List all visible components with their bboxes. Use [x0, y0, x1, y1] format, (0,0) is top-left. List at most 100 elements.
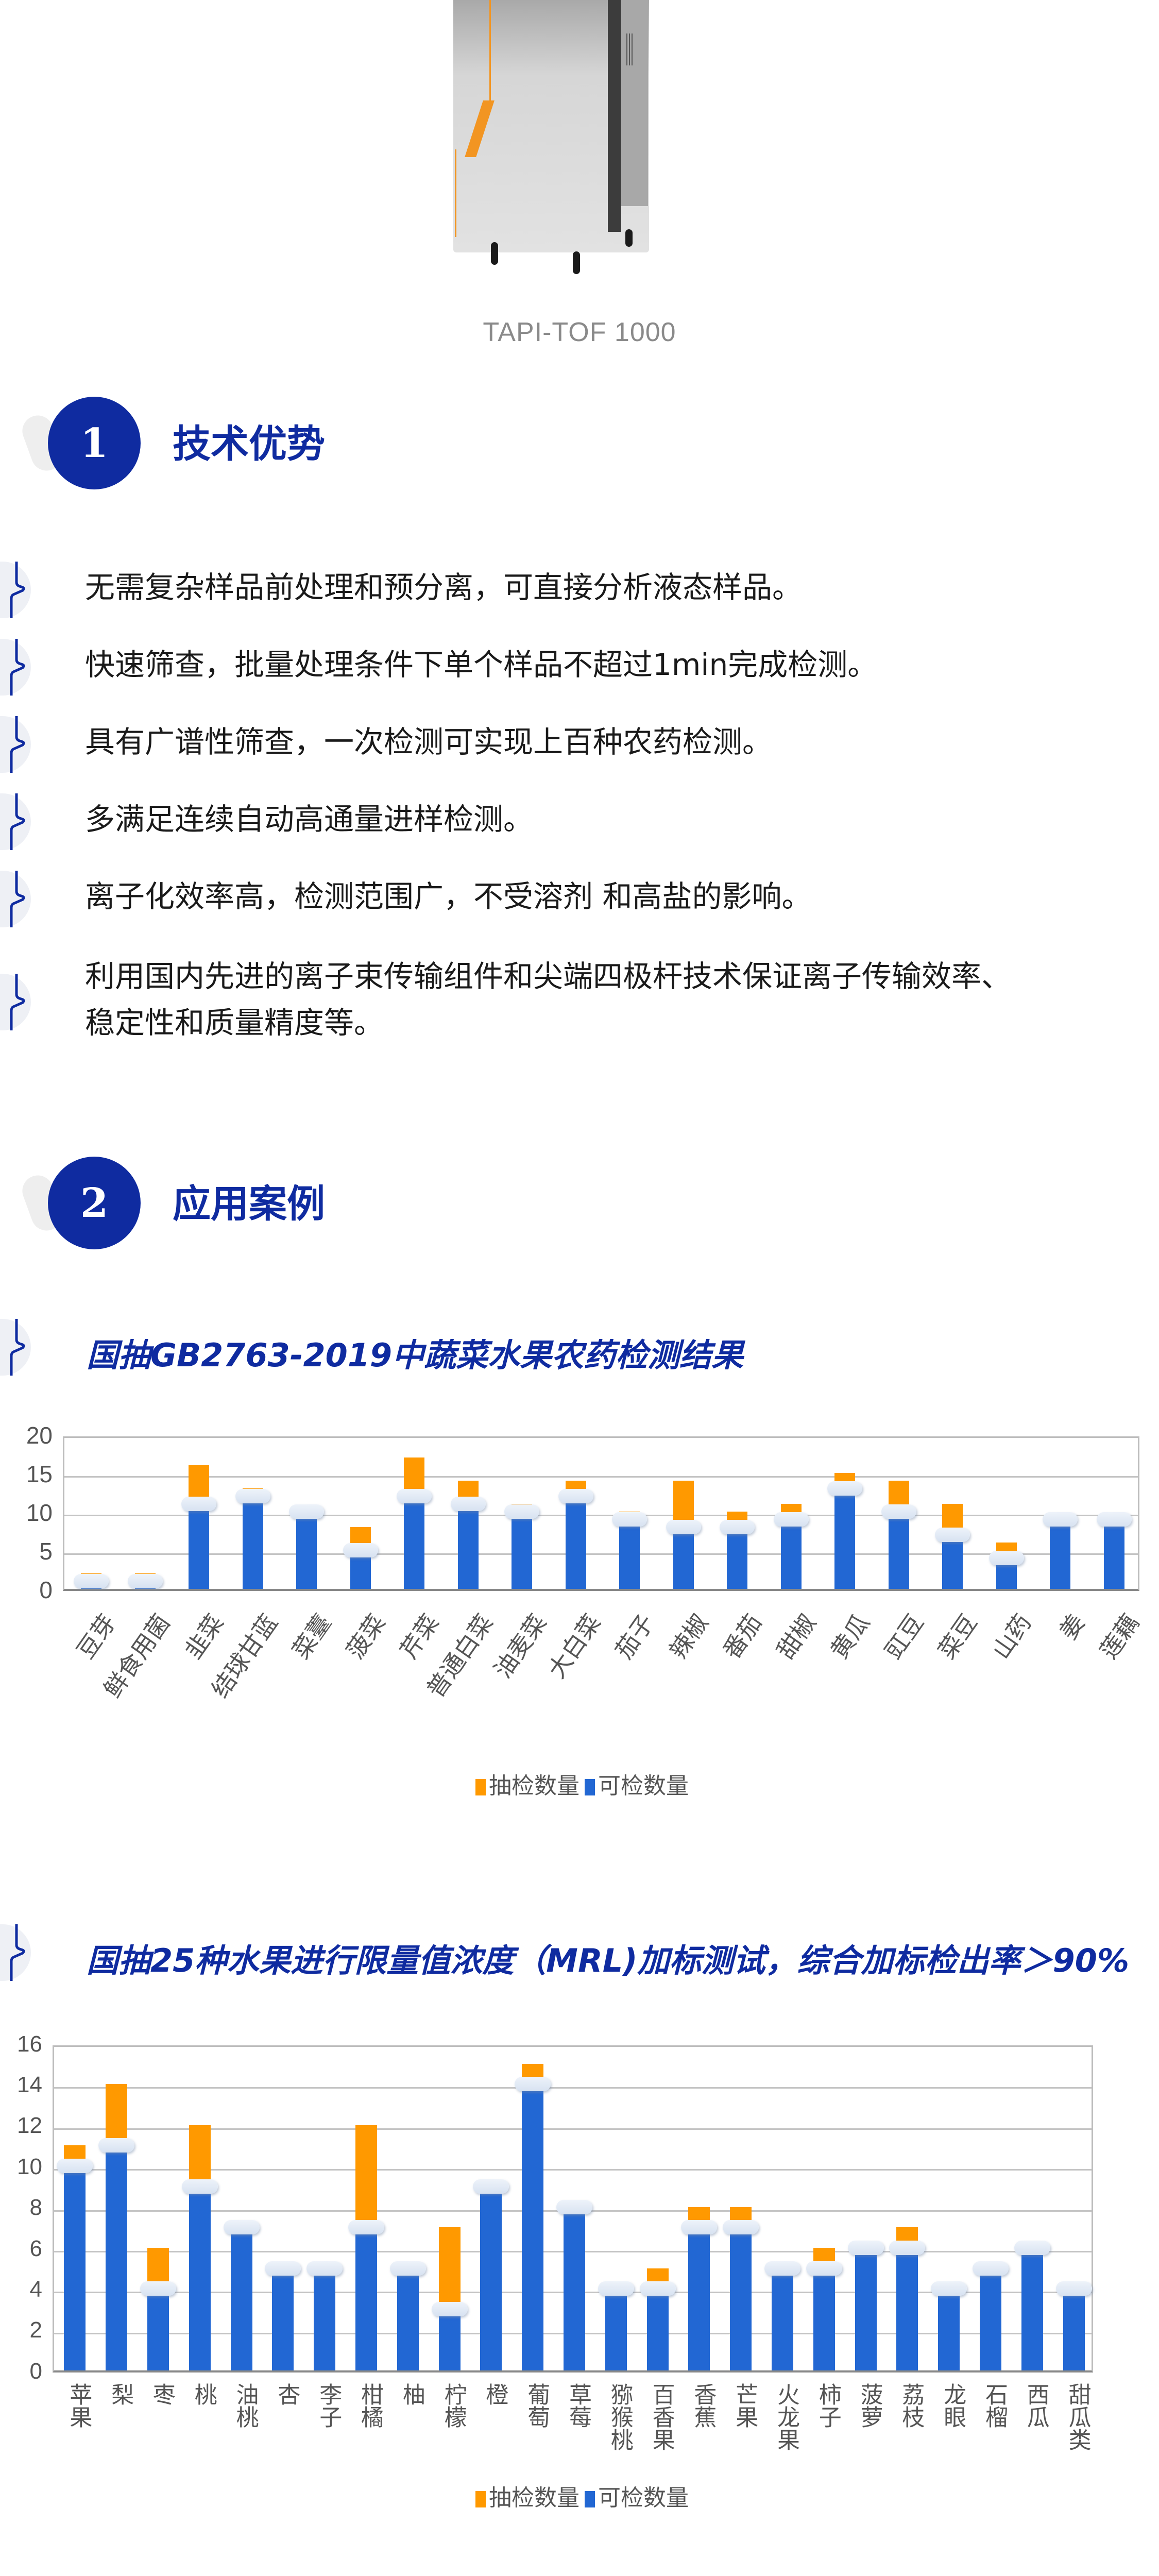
- bar-group: [806, 2043, 842, 2370]
- instrument-caption: TAPI-TOF 1000: [483, 317, 676, 347]
- wheel-icon: [491, 242, 498, 265]
- x-tick-label: 苹果: [65, 2383, 92, 2428]
- bar-group: [1055, 2043, 1092, 2370]
- bar-cap: [612, 1512, 647, 1527]
- bar-detectable: [314, 2268, 336, 2370]
- bar-cap: [1055, 2281, 1092, 2296]
- x-tick-label: 大白菜: [542, 1609, 606, 1684]
- x-tick-label: 甜瓜类: [1064, 2383, 1091, 2451]
- bar-group: [1043, 1434, 1078, 1589]
- bar-detectable: [189, 1504, 210, 1589]
- x-tick-label: 番茄: [717, 1609, 768, 1664]
- bar-group: [881, 1434, 916, 1589]
- bar-group: [306, 2043, 343, 2370]
- x-tick-label: 菜豆: [932, 1609, 983, 1664]
- bar-detectable: [355, 2227, 377, 2370]
- section-header-advantages: 1 技术优势: [0, 394, 1159, 497]
- bar-cap: [558, 1489, 593, 1503]
- wheel-icon: [573, 251, 580, 274]
- bar-cap: [1043, 1512, 1078, 1527]
- bar-cap: [473, 2179, 509, 2194]
- x-tick-label: 草莓: [565, 2383, 591, 2428]
- gridline: [54, 2087, 1092, 2089]
- bar-group: [720, 1434, 755, 1589]
- bar-group: [558, 1434, 593, 1589]
- bar-group: [127, 1434, 163, 1589]
- gridline: [64, 1476, 1138, 1478]
- vegetable-pesticide-chart: 0 5 10 15 20 豆芽 鲜食用菌 韭菜 结球甘蓝 菜薹 菠菜 芹菜 普通白菜 油麦菜 大白菜 茄子 辣椒…: [0, 1412, 1159, 1803]
- advantage-text: 快速筛查，批量处理条件下单个样品不超过1min完成检测。: [85, 647, 878, 682]
- bar-group: [639, 2043, 676, 2370]
- x-tick-label: 百香果: [648, 2383, 675, 2451]
- bar-cap: [397, 1489, 432, 1503]
- bar-group: [343, 1434, 378, 1589]
- bar-cap: [431, 2301, 468, 2316]
- x-tick-label: 豇豆: [879, 1609, 929, 1664]
- bracket-icon: [0, 1924, 41, 1981]
- fruit-mrl-chart: 0 2 4 6 8 10 12 14 16 苹果梨枣桃油桃杏李子 柑橘柚柠檬橙葡萄 草莓 猕猴桃 百香果香…: [0, 2030, 1159, 2519]
- x-tick-label: 辣椒: [663, 1609, 714, 1664]
- bracket-icon: [0, 974, 41, 1030]
- bar-cap: [881, 1504, 916, 1519]
- legend-label-sampled: 抽检数量: [489, 1773, 580, 1799]
- bar-cap: [666, 1520, 701, 1534]
- bar-cap: [289, 1504, 325, 1519]
- legend-label-detectable: 可检数量: [598, 2485, 689, 2511]
- x-tick-label: 猕猴桃: [606, 2383, 633, 2451]
- bar-detectable: [730, 2227, 752, 2370]
- bar-cap: [723, 2220, 759, 2235]
- bar-cap: [681, 2220, 718, 2235]
- bar-detectable: [673, 1527, 694, 1589]
- gridline: [54, 2128, 1092, 2130]
- bar-cap: [348, 2220, 384, 2235]
- gridline: [64, 1515, 1138, 1516]
- bar-cap: [181, 2179, 218, 2194]
- bar-detectable: [646, 2289, 669, 2370]
- bar-cap: [806, 2261, 842, 2276]
- bar-cap: [973, 2261, 1009, 2276]
- bar-cap: [889, 2240, 926, 2255]
- bar-group: [223, 2043, 260, 2370]
- bar-detectable: [457, 1504, 479, 1589]
- x-tick-label: 油麦菜: [488, 1609, 552, 1684]
- bar-group: [504, 1434, 540, 1589]
- bar-detectable: [189, 2186, 211, 2370]
- x-tick-label: 甜椒: [771, 1609, 822, 1664]
- y-tick-label: 10: [26, 1499, 53, 1527]
- bar-detectable: [780, 1519, 802, 1589]
- gridline: [54, 2169, 1092, 2171]
- bar-group: [57, 2043, 93, 2370]
- plot-area: [53, 2045, 1093, 2372]
- x-tick-label: 姜: [1054, 1609, 1090, 1645]
- gridline: [64, 1553, 1138, 1555]
- x-tick-label: 山药: [986, 1609, 1037, 1664]
- bar-group: [935, 1434, 970, 1589]
- x-tick-label: 菜薹: [286, 1609, 337, 1664]
- instrument-orange-stripe-lower: [455, 149, 456, 237]
- y-tick-label: 15: [26, 1461, 53, 1488]
- bar-detectable: [480, 2186, 502, 2370]
- bar-detectable: [564, 2207, 585, 2370]
- bar-detectable: [565, 1496, 586, 1589]
- bar-detectable: [512, 1512, 533, 1589]
- x-tick-label: 石榴: [981, 2383, 1008, 2428]
- bar-detectable: [942, 1535, 963, 1589]
- bar-detectable: [813, 2268, 835, 2370]
- bar-detectable: [242, 1496, 263, 1589]
- bar-detectable: [296, 1512, 317, 1589]
- bar-group: [140, 2043, 176, 2370]
- bar-detectable: [688, 2227, 710, 2370]
- x-tick-label: 菠萝: [856, 2383, 883, 2428]
- bar-cap: [223, 2220, 260, 2235]
- bar-detectable: [397, 2268, 419, 2370]
- bar-cap: [181, 1497, 217, 1511]
- bar-detectable: [605, 2289, 627, 2370]
- bar-group: [181, 2043, 218, 2370]
- bar-group: [181, 1434, 217, 1589]
- bar-cap: [1096, 1512, 1132, 1527]
- y-tick-label: 12: [17, 2113, 42, 2139]
- bar-detectable: [727, 1527, 748, 1589]
- bar-detectable: [888, 1512, 909, 1589]
- bar-group: [764, 2043, 800, 2370]
- bar-detectable: [438, 2309, 461, 2370]
